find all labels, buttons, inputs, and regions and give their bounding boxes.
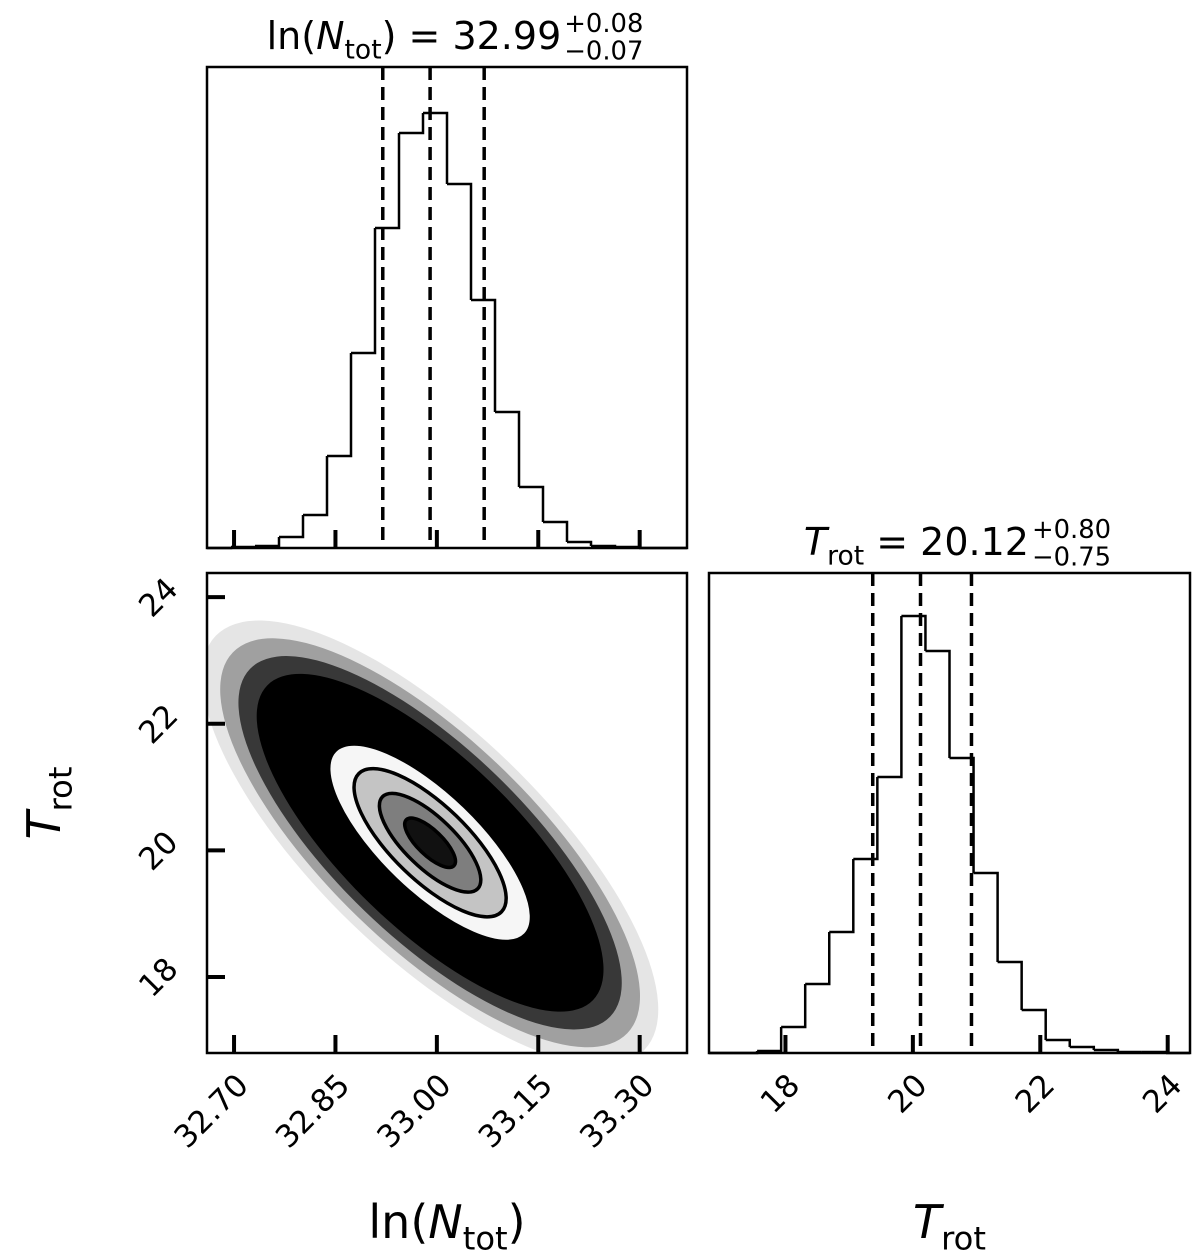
label-group: ln(Ntot) [368,1195,525,1258]
panel-frame [205,571,689,1055]
panel-frame [707,571,1192,1055]
x-tick-label: 32.70 [167,1067,255,1155]
y-tick-label: 24 [132,571,185,624]
label-part: rot [827,541,864,572]
label-group: Trot [17,767,80,840]
histogram-bin [1093,1048,1120,1052]
label-text: ln(Ntot) = 32.99 [267,14,562,66]
x-tick-label: 20 [881,1067,934,1120]
label-inner: Trot [913,1195,986,1258]
histogram-bin [375,133,401,230]
label-part: N [316,14,344,58]
label-group: Trot = 20.12 +0.80−0.75 [804,515,1111,573]
histogram-bin [351,228,377,355]
label-part: ) = 32.99 [382,14,562,58]
histogram-bin [495,410,521,487]
label-inner: Trot [17,767,80,840]
label-inner: ln(Ntot) = 32.99 +0.08−0.07 [267,9,644,67]
density-area [207,620,659,1053]
histogram-bin [853,777,879,861]
x-tick-label: 33.00 [370,1067,458,1155]
histogram-bin [303,456,329,517]
label-part: tot [463,1220,508,1258]
histogram-bin [1045,1038,1071,1047]
histogram-bin [279,515,305,539]
superscript: +0.08 [564,9,643,39]
histogram-bin [447,182,473,300]
histogram-bin [949,756,975,873]
subscript: −0.07 [564,37,643,67]
histogram-bin [1069,1045,1096,1050]
histogram-bin [399,113,425,135]
x-tick-label: 18 [754,1067,807,1120]
label-group: Trot [913,1195,986,1258]
label-part: tot [345,35,382,66]
histogram-bin [805,932,831,986]
subscript: −0.75 [1032,543,1111,573]
histogram-bin [471,298,497,412]
label-part: ) [508,1195,526,1249]
histogram-bin [973,871,999,962]
histogram-bin [567,540,593,546]
label-part: ln( [368,1195,428,1249]
histogram-bin [901,614,927,651]
histogram-bin [997,960,1023,1010]
histogram-bin [925,649,951,758]
label-inner: ln(Ntot) [368,1195,525,1258]
x-tick-label: 33.15 [472,1067,560,1155]
label-part: rot [42,767,80,812]
superscript: +0.80 [1032,515,1111,545]
contour [402,816,458,870]
histogram-bin [255,537,281,548]
x-tick-label: 22 [1009,1067,1062,1120]
label-part: N [428,1195,462,1249]
histogram-bin [877,616,903,779]
label-group: ln(Ntot) = 32.99 +0.08−0.07 [267,9,644,67]
x-tick-label: 24 [1136,1067,1189,1120]
panel-frame [205,65,689,550]
histogram-bin [781,984,807,1029]
y-tick-label: 18 [132,951,185,1004]
histogram-bin [829,859,855,934]
histogram-bin [543,520,569,542]
label-text: ln(Ntot) [368,1195,525,1258]
label-text: Trot = 20.12 [804,520,1029,572]
y-tick-label: 20 [132,824,185,877]
label-part: ln( [267,14,316,58]
histogram-bin [1021,1008,1047,1040]
x-tick-label: 32.85 [269,1067,357,1155]
label-part: T [17,807,71,839]
histogram-bin [423,111,449,184]
label-text: Trot [913,1195,986,1258]
histogram-bin [757,1027,783,1053]
histogram-bin [327,353,353,458]
y-tick-label: 22 [132,698,185,751]
x-tick-label: 33.30 [573,1067,661,1155]
label-part: = 20.12 [864,520,1029,564]
label-inner: Trot = 20.12 +0.80−0.75 [804,515,1111,573]
label-part: rot [941,1220,986,1258]
label-part: T [804,520,830,564]
label-part: T [913,1195,945,1249]
label-text: Trot [17,767,80,840]
histogram-bin [519,485,545,522]
